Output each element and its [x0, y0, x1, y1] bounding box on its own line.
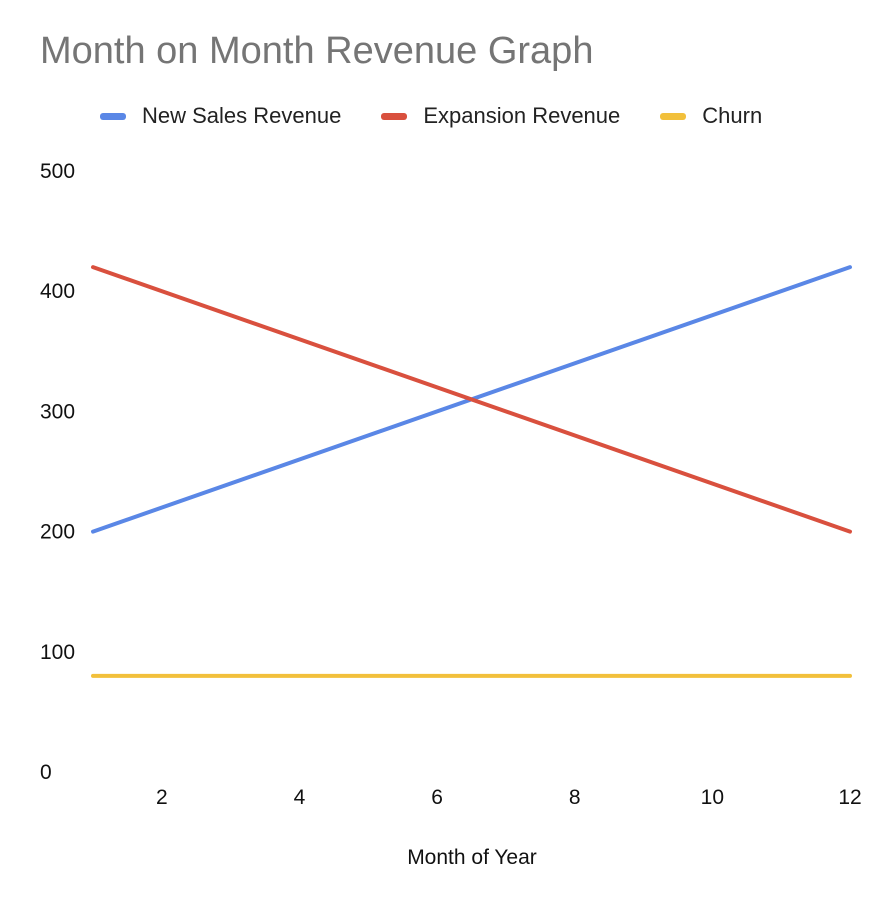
- x-tick-label: 2: [156, 786, 168, 809]
- y-axis-ticks: 0 100 200 300 400 500: [40, 160, 75, 784]
- series-lines: [91, 265, 852, 678]
- y-tick-label: 400: [40, 280, 75, 303]
- x-tick-label: 12: [838, 786, 861, 809]
- x-tick-label: 4: [294, 786, 306, 809]
- x-tick-label: 6: [431, 786, 443, 809]
- legend-item-expansion-revenue: Expansion Revenue: [381, 103, 620, 129]
- x-axis-ticks: 2 4 6 8 10 12: [156, 786, 862, 809]
- legend-label-new-sales-revenue: New Sales Revenue: [142, 103, 342, 128]
- y-tick-label: 0: [40, 761, 52, 784]
- x-axis-title: Month of Year: [407, 846, 537, 869]
- y-tick-label: 300: [40, 400, 75, 423]
- y-tick-label: 100: [40, 641, 75, 664]
- legend-swatch-churn: [660, 112, 687, 120]
- legend-item-churn: Churn: [660, 103, 762, 129]
- x-tick-label: 8: [569, 786, 581, 809]
- legend-label-churn: Churn: [702, 103, 763, 128]
- legend-item-new-sales-revenue: New Sales Revenue: [100, 103, 341, 129]
- legend-label-expansion-revenue: Expansion Revenue: [423, 103, 621, 128]
- chart-title: Month on Month Revenue Graph: [40, 30, 594, 72]
- y-tick-label: 500: [40, 160, 75, 183]
- chart-legend: New Sales Revenue Expansion Revenue Chur…: [100, 102, 802, 130]
- legend-swatch-new-sales-revenue: [100, 112, 126, 120]
- x-tick-label: 10: [701, 786, 724, 809]
- series-line-expansion-revenue: [91, 265, 852, 534]
- legend-swatch-expansion-revenue: [381, 112, 408, 120]
- y-tick-label: 200: [40, 521, 75, 544]
